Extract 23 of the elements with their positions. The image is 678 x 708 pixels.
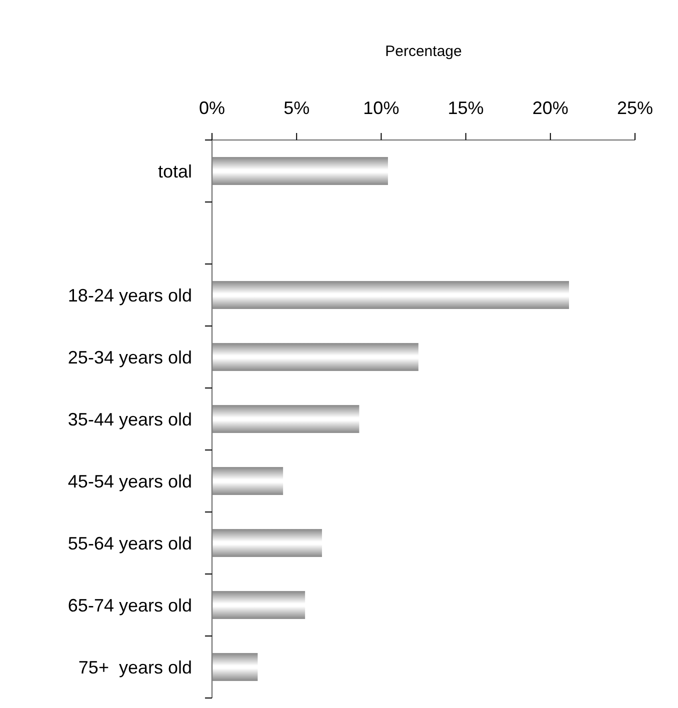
bar [212,591,306,619]
x-axis-title: Percentage [385,43,462,60]
x-tick-label: 5% [284,98,310,118]
y-tick-label: 55-64 years old [68,533,192,554]
x-tick-label: 20% [532,98,568,118]
y-tick-label: 75+ years old [78,657,192,678]
bar [212,467,284,495]
x-tick-label: 0% [198,98,226,118]
x-tick-label: 25% [616,98,654,118]
bar [212,529,322,557]
y-tick-label: 25-34 years old [68,347,192,368]
y-tick-label: 35-44 years old [68,409,192,430]
bar [212,653,258,681]
y-tick-label: 65-74 years old [68,595,192,616]
bar [212,405,360,433]
bar [212,157,388,185]
y-tick-label: total [158,161,192,182]
bar [212,343,418,371]
bar [212,281,570,309]
y-tick-label: 18-24 years old [68,285,192,306]
y-tick-label: 45-54 years old [68,471,192,492]
x-tick-label: 15% [448,98,484,118]
x-tick-label: 10% [363,98,400,118]
